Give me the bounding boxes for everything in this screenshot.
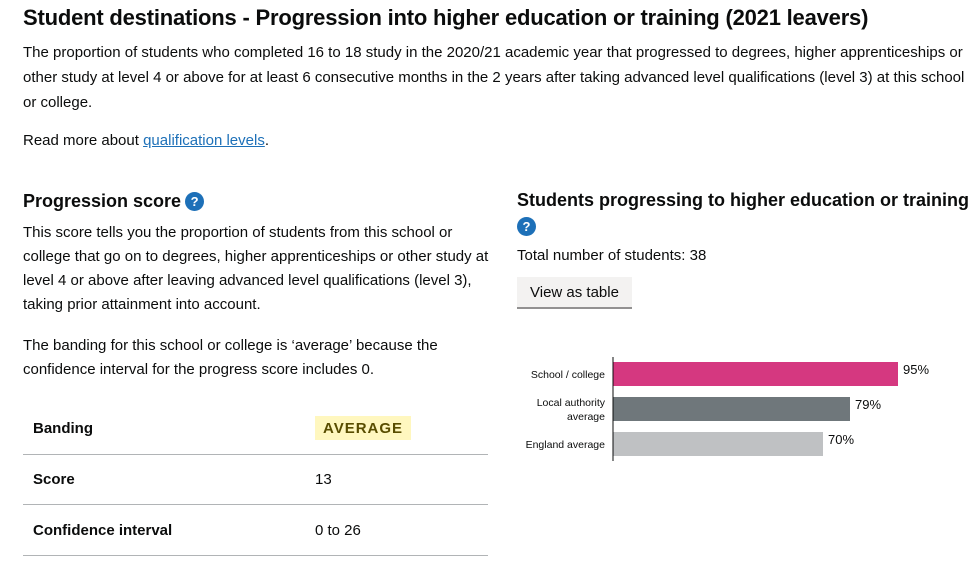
score-summary-list: Banding AVERAGE Score 13 Confidence inte… xyxy=(23,402,488,556)
banding-row: Banding AVERAGE xyxy=(23,402,488,455)
bar-2 xyxy=(613,432,823,456)
banding-label: Banding xyxy=(33,419,93,437)
qualification-levels-link[interactable]: qualification levels xyxy=(143,132,265,149)
students-progressing-section: Students progressing to higher education… xyxy=(517,187,972,309)
progression-description: This score tells you the proportion of s… xyxy=(23,224,489,313)
confidence-interval-row: Confidence interval 0 to 26 xyxy=(23,505,488,556)
score-label: Score xyxy=(33,471,75,488)
value-label-1: 79% xyxy=(855,397,881,412)
value-label-2: 70% xyxy=(828,432,854,447)
category-label-2: England average xyxy=(526,439,606,451)
view-as-table-button[interactable]: View as table xyxy=(517,277,632,309)
progression-score-section: Progression score ? This score tells you… xyxy=(23,188,489,382)
banding-explanation: The banding for this school or college i… xyxy=(23,337,438,378)
read-more-prefix: Read more about xyxy=(23,132,144,149)
bar-0 xyxy=(613,362,898,386)
progression-score-title: Progression score xyxy=(23,191,182,211)
question-icon[interactable]: ? xyxy=(517,217,536,236)
question-icon[interactable]: ? xyxy=(185,191,205,211)
intro-text: The proportion of students who completed… xyxy=(23,44,965,111)
bar-1 xyxy=(613,397,850,421)
confidence-interval-value: 0 to 26 xyxy=(315,521,361,539)
confidence-interval-label: Confidence interval xyxy=(33,521,173,539)
page-title: Student destinations - Progression into … xyxy=(23,5,869,30)
score-row: Score 13 xyxy=(23,455,488,505)
bar-chart-svg: 95% School / college 79% Local authority ave… xyxy=(526,357,929,461)
total-students: Total number of students: 38 xyxy=(517,247,707,264)
category-label-0: School / college xyxy=(531,369,605,381)
progression-bar-chart: 95% School / college 79% Local authority ave… xyxy=(517,355,972,465)
value-label-0: 95% xyxy=(903,362,929,377)
progression-score-heading: Progression score ? xyxy=(23,188,489,214)
read-more: Read more about qualification levels. xyxy=(23,128,269,153)
score-value: 13 xyxy=(315,471,332,488)
students-progressing-heading: Students progressing to higher education… xyxy=(517,190,970,210)
banding-badge: AVERAGE xyxy=(315,416,412,440)
read-more-suffix: . xyxy=(264,132,269,149)
category-label-1: Local authority average xyxy=(537,397,606,423)
